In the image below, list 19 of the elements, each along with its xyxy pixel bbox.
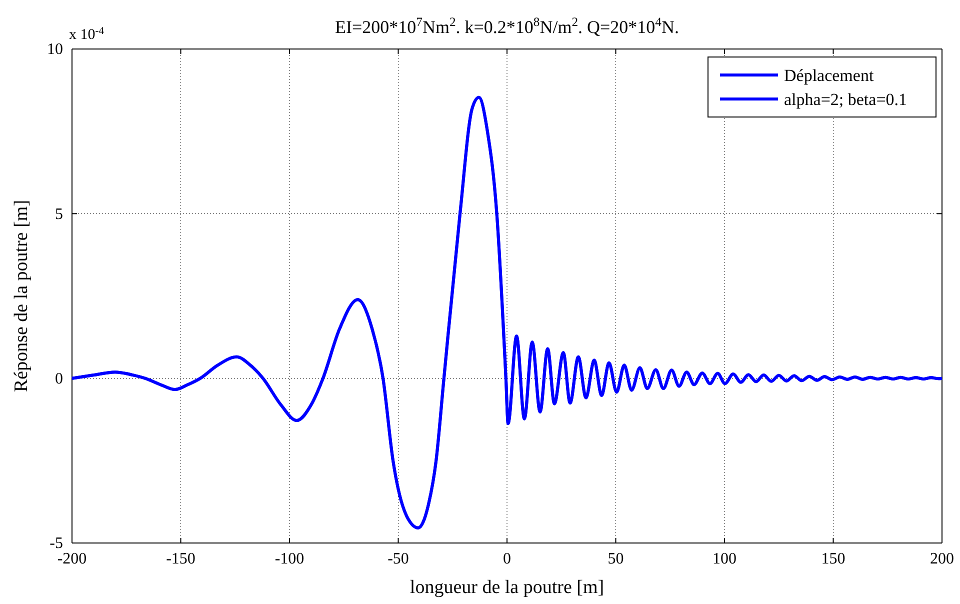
x-tick-label: 100 — [712, 550, 736, 568]
text: x 10$^{-4}$ — [69, 26, 105, 43]
x-tick-label: 150 — [821, 550, 846, 568]
x-tick-label: -100 — [274, 550, 304, 568]
x-tick-label: 0 — [503, 550, 511, 568]
x-tick-label: -50 — [388, 550, 409, 568]
y-tick-label: -5 — [50, 535, 63, 552]
y-tick-label: 0 — [55, 370, 63, 388]
y-axis-title: Réponse de la poutre [m] — [11, 200, 32, 392]
y-tick-label: 5 — [55, 206, 63, 223]
y-tick-label: 10 — [47, 41, 63, 58]
x-axis-title: longueur de la poutre [m] — [410, 577, 604, 598]
x-tick-label: -150 — [166, 550, 196, 568]
x-tick-label: -200 — [57, 550, 87, 568]
legend-label: Déplacement — [784, 66, 874, 85]
x-tick-label: 50 — [608, 550, 624, 568]
x-tick-label: 200 — [930, 550, 954, 568]
chart-title: EI=200*10$^{7}$Nm$^{2}$. k=0.2*10$^{8}$N/m$^{2}$. Q=20*10$^{4}$N. — [335, 15, 679, 37]
legend-label: alpha=2; beta=0.1 — [784, 90, 908, 109]
